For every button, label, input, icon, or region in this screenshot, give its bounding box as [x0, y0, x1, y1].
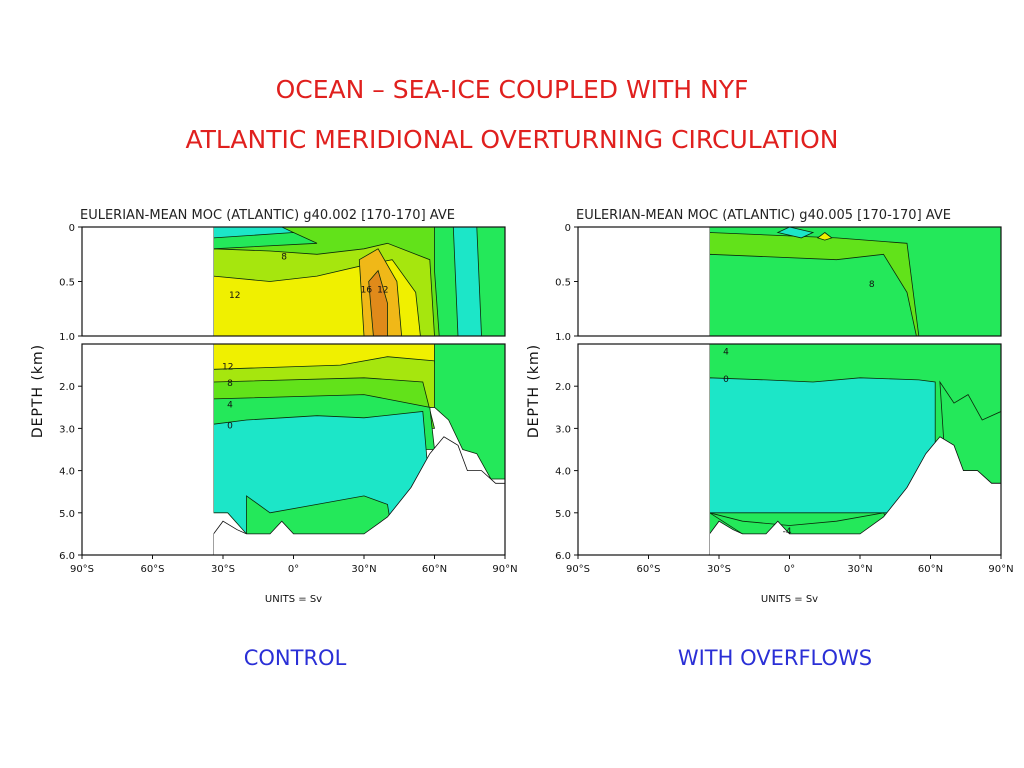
- contour-label: 4: [723, 348, 729, 358]
- moc-plot-control: EULERIAN-MEAN MOC (ATLANTIC) g40.002 [17…: [30, 208, 518, 605]
- slide-title: OCEAN – SEA-ICE COUPLED WITH NYF: [275, 75, 749, 104]
- contour-label: 8: [227, 379, 233, 389]
- contour-label: 0: [227, 421, 233, 431]
- caption-overflows: WITH OVERFLOWS: [677, 646, 873, 670]
- caption-control: CONTROL: [243, 646, 347, 670]
- contour-fill: [709, 377, 936, 514]
- y-tick-label: 2.0: [59, 382, 75, 393]
- moc-chart-overflows: EULERIAN-MEAN MOC (ATLANTIC) g40.005 [17…: [518, 195, 1014, 625]
- contour-label: 8: [281, 253, 287, 263]
- no-data-region: [82, 227, 214, 336]
- x-tick-label: 90°N: [492, 564, 517, 575]
- topography-mask: [709, 436, 1001, 555]
- y-tick-label: 6.0: [59, 551, 75, 562]
- contour-label: 12: [377, 285, 388, 295]
- chart-header: EULERIAN-MEAN MOC (ATLANTIC) g40.002 [17…: [80, 208, 455, 223]
- y-tick-label: 1.0: [555, 332, 571, 343]
- units-label: UNITS = Sv: [265, 594, 322, 605]
- topography-mask: [213, 436, 505, 555]
- no-data-region: [82, 344, 214, 555]
- x-tick-label: 90°N: [988, 564, 1013, 575]
- contour-label: 16: [361, 285, 373, 295]
- x-tick-label: 30°N: [847, 564, 872, 575]
- y-tick-label: 5.0: [59, 509, 75, 520]
- contour-label: 4: [227, 400, 233, 410]
- units-label: UNITS = Sv: [761, 594, 818, 605]
- no-data-region: [578, 227, 710, 336]
- y-axis-label: DEPTH (km): [526, 344, 542, 438]
- x-tick-label: 90°S: [566, 564, 590, 575]
- y-tick-label: 0: [565, 223, 571, 234]
- moc-chart-control: EULERIAN-MEAN MOC (ATLANTIC) g40.002 [17…: [22, 195, 518, 625]
- y-tick-label: 4.0: [555, 467, 571, 478]
- contour-label: 12: [222, 362, 233, 372]
- contour-label: 8: [869, 280, 875, 290]
- contour-fill: [776, 227, 815, 239]
- y-tick-label: 3.0: [555, 424, 571, 435]
- no-data-region: [578, 344, 710, 555]
- y-tick-label: 1.0: [59, 332, 75, 343]
- y-tick-label: 0: [69, 223, 75, 234]
- y-tick-label: 2.0: [555, 382, 571, 393]
- x-tick-label: 90°S: [70, 564, 94, 575]
- y-tick-label: 0.5: [555, 278, 571, 289]
- contour-fill: [434, 344, 505, 480]
- y-tick-label: 5.0: [555, 509, 571, 520]
- contour-label: 12: [229, 291, 240, 301]
- contour-fill: [816, 231, 833, 241]
- y-axis-label: DEPTH (km): [30, 344, 46, 438]
- slide-subtitle: ATLANTIC MERIDIONAL OVERTURNING CIRCULAT…: [185, 125, 839, 154]
- x-tick-label: 60°N: [918, 564, 943, 575]
- moc-plot-overflows: EULERIAN-MEAN MOC (ATLANTIC) g40.005 [17…: [526, 208, 1014, 605]
- y-tick-label: 3.0: [59, 424, 75, 435]
- x-tick-label: 0°: [288, 564, 299, 575]
- contour-fill: [709, 253, 917, 336]
- contour-label: 0: [723, 375, 729, 385]
- contour-fill: [368, 269, 388, 336]
- x-tick-label: 30°S: [707, 564, 731, 575]
- x-tick-label: 60°S: [140, 564, 164, 575]
- x-tick-label: 30°S: [211, 564, 235, 575]
- x-tick-label: 60°S: [636, 564, 660, 575]
- y-tick-label: 4.0: [59, 467, 75, 478]
- y-tick-label: 0.5: [59, 278, 75, 289]
- contour-fill: [452, 227, 482, 336]
- contour-label: -4: [783, 527, 792, 537]
- x-tick-label: 60°N: [422, 564, 447, 575]
- y-tick-label: 6.0: [555, 551, 571, 562]
- x-tick-label: 30°N: [351, 564, 376, 575]
- chart-header: EULERIAN-MEAN MOC (ATLANTIC) g40.005 [17…: [576, 208, 951, 223]
- x-tick-label: 0°: [784, 564, 795, 575]
